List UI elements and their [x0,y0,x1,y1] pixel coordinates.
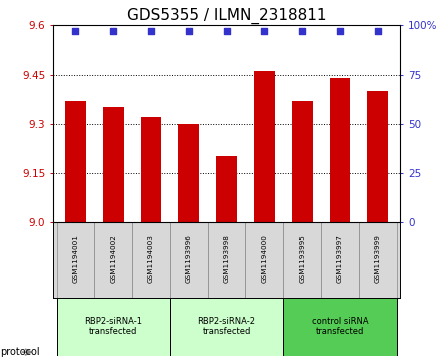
Point [261,28,268,34]
Bar [254,71,275,222]
Point [223,28,230,34]
Bar [141,117,161,222]
Bar [103,107,124,222]
Bar [170,222,208,298]
Text: GSM1194000: GSM1194000 [261,234,268,283]
Text: control siRNA
transfected: control siRNA transfected [312,317,368,337]
Bar [367,91,388,222]
Text: GSM1193996: GSM1193996 [186,234,192,283]
Bar [132,222,170,298]
Bar [283,298,396,356]
Bar [216,156,237,222]
Bar [65,101,86,222]
Bar [179,124,199,222]
Text: protocol: protocol [0,347,40,357]
Point [110,28,117,34]
Bar [170,298,283,356]
Text: GSM1194003: GSM1194003 [148,234,154,283]
Bar [283,222,321,298]
Point [337,28,344,34]
Bar [321,222,359,298]
Bar [57,298,170,356]
Bar [330,78,350,222]
Bar [292,101,312,222]
Text: RBP2-siRNA-1
transfected: RBP2-siRNA-1 transfected [84,317,142,337]
Bar [57,222,94,298]
Point [374,28,381,34]
Text: GSM1194002: GSM1194002 [110,234,116,283]
Bar [94,222,132,298]
Point [147,28,154,34]
Title: GDS5355 / ILMN_2318811: GDS5355 / ILMN_2318811 [127,8,326,24]
Bar [359,222,396,298]
Text: GSM1193998: GSM1193998 [224,234,230,283]
Text: GSM1193995: GSM1193995 [299,234,305,283]
Text: GSM1194001: GSM1194001 [73,234,78,283]
Text: RBP2-siRNA-2
transfected: RBP2-siRNA-2 transfected [198,317,256,337]
Point [72,28,79,34]
Point [299,28,306,34]
Bar [208,222,246,298]
Text: GSM1193999: GSM1193999 [375,234,381,283]
Text: GSM1193997: GSM1193997 [337,234,343,283]
Point [185,28,192,34]
Bar [246,222,283,298]
